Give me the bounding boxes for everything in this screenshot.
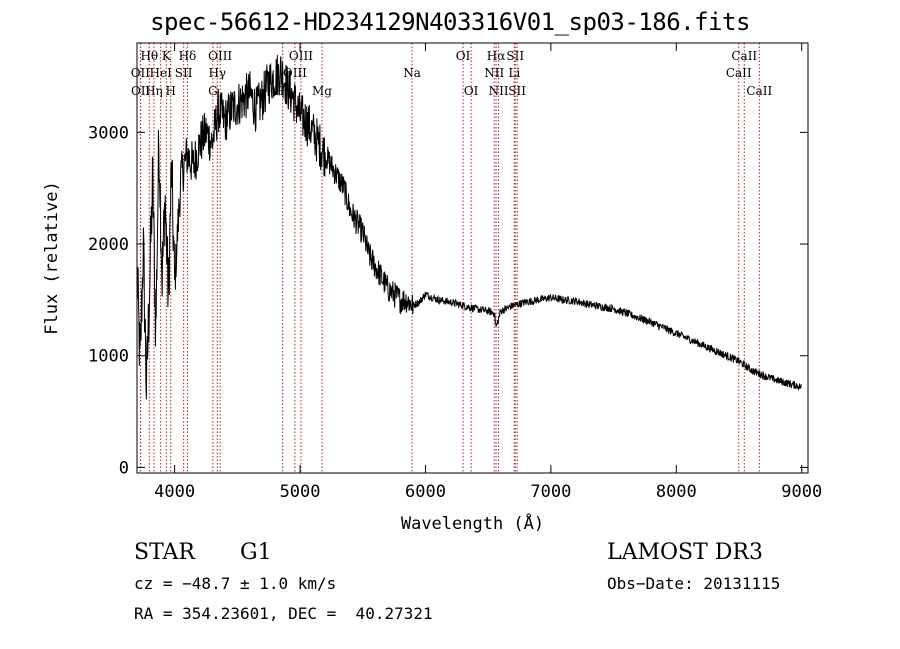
line-marker-label: NII bbox=[489, 84, 509, 98]
line-marker-label: SII bbox=[508, 84, 526, 98]
line-marker-label: Hδ bbox=[179, 49, 197, 63]
object-class: STAR bbox=[134, 540, 195, 565]
redshift-cz: cz = −48.7 ± 1.0 km/s bbox=[134, 574, 337, 593]
line-marker-label: HeI bbox=[150, 66, 173, 80]
line-marker-label: SII bbox=[175, 66, 193, 80]
line-marker-label: OI bbox=[464, 84, 479, 98]
line-marker-label: K bbox=[162, 49, 172, 63]
line-marker-label: Hγ bbox=[208, 66, 226, 80]
x-tick-label: 4000 bbox=[154, 482, 195, 502]
line-marker-label: OI bbox=[456, 49, 471, 63]
y-tick-label: 1000 bbox=[88, 347, 129, 367]
survey-name: LAMOST DR3 bbox=[607, 540, 763, 565]
x-tick-label: 8000 bbox=[656, 482, 697, 502]
coordinates: RA = 354.23601, DEC = 40.27321 bbox=[134, 604, 433, 623]
object-subclass: G1 bbox=[240, 540, 272, 565]
line-marker-label: OII bbox=[131, 66, 151, 80]
axes: 4000 5000 6000 7000 8000 9000 0 1000 2000 3000 bbox=[88, 43, 822, 502]
y-axis-label: Flux (relative) bbox=[42, 181, 62, 335]
line-marker-label: Li bbox=[508, 66, 520, 80]
x-tick-label: 6000 bbox=[405, 482, 446, 502]
line-marker-label: SII bbox=[506, 49, 524, 63]
y-tick-label: 3000 bbox=[88, 123, 129, 143]
line-marker-label: OIII bbox=[208, 49, 232, 63]
line-marker-label: Hα bbox=[487, 49, 506, 63]
line-marker-label: Hη bbox=[145, 84, 163, 98]
y-tick-label: 0 bbox=[119, 458, 129, 478]
x-tick-label: 7000 bbox=[530, 482, 571, 502]
series-line bbox=[136, 54, 802, 400]
line-marker-label: Na bbox=[403, 66, 421, 80]
x-tick-label: 5000 bbox=[280, 482, 321, 502]
line-marker-label: G bbox=[208, 84, 218, 98]
line-marker-label: NII bbox=[484, 66, 504, 80]
plot-frame bbox=[136, 42, 809, 474]
line-marker-label: OII bbox=[131, 84, 151, 98]
line-marker-label: OIII bbox=[289, 49, 313, 63]
line-marker-label: CaII bbox=[731, 49, 757, 63]
series-layer bbox=[136, 54, 802, 400]
observation-date: Obs−Date: 20131115 bbox=[607, 574, 781, 593]
line-marker-label: Mg bbox=[312, 84, 332, 98]
line-marker-label: CaII bbox=[726, 66, 752, 80]
x-axis-label: Wavelength (Å) bbox=[401, 512, 544, 534]
line-marker-label: H bbox=[166, 84, 176, 98]
line-marker-label: CaII bbox=[746, 84, 772, 98]
y-tick-label: 2000 bbox=[88, 235, 129, 255]
line-marker-label: Hθ bbox=[140, 49, 158, 63]
x-tick-label: 9000 bbox=[781, 482, 822, 502]
chart-title: spec-56612-HD234129N403316V01_sp03-186.f… bbox=[150, 8, 750, 36]
